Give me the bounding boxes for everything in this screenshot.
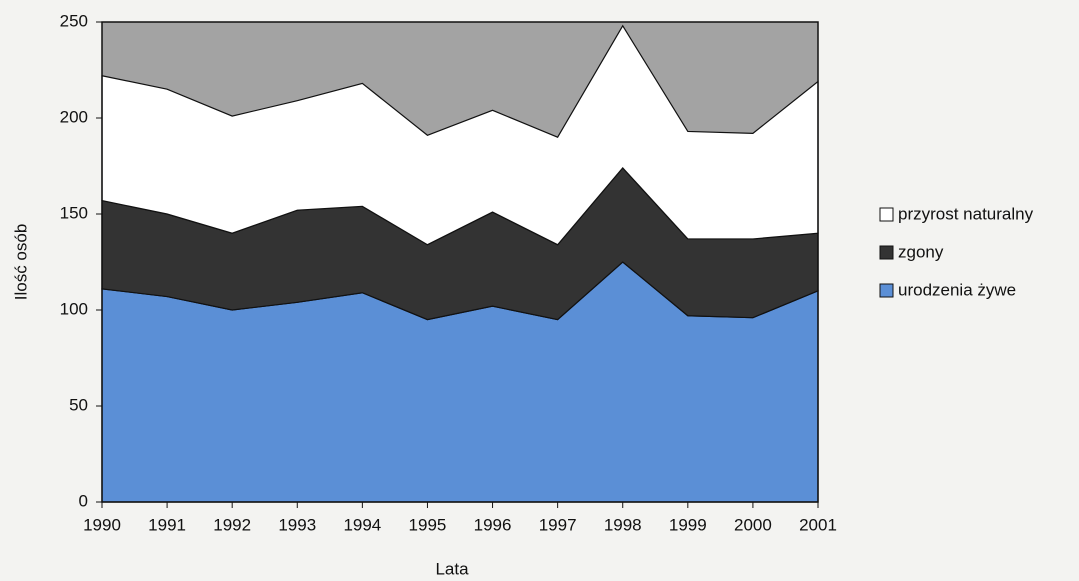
legend-swatch — [879, 245, 894, 260]
y-tick-label: 0 — [79, 491, 88, 510]
x-tick-label: 1993 — [278, 515, 316, 534]
x-tick-label: 1990 — [83, 515, 121, 534]
x-tick-label: 1998 — [604, 515, 642, 534]
x-tick-label: 1994 — [343, 515, 381, 534]
y-tick-label: 150 — [60, 203, 88, 222]
x-tick-label: 1992 — [213, 515, 251, 534]
x-tick-label: 1991 — [148, 515, 186, 534]
y-tick-label: 50 — [69, 395, 88, 414]
x-tick-label: 1996 — [474, 515, 512, 534]
y-tick-label: 100 — [60, 299, 88, 318]
x-tick-label: 1997 — [539, 515, 577, 534]
x-axis-label: Lata — [435, 559, 469, 578]
y-tick-label: 200 — [60, 107, 88, 126]
plot-border — [101, 21, 819, 503]
legend-swatch — [879, 207, 894, 222]
legend-label: urodzenia żywe — [898, 280, 1016, 299]
x-tick-label: 2001 — [799, 515, 837, 534]
y-tick-label: 250 — [60, 11, 88, 30]
y-axis-label: Ilość osób — [11, 224, 30, 301]
legend-swatch — [879, 283, 894, 298]
x-tick-label: 1999 — [669, 515, 707, 534]
legend-label: przyrost naturalny — [898, 204, 1034, 223]
legend-label: zgony — [898, 242, 944, 261]
x-tick-label: 2000 — [734, 515, 772, 534]
x-tick-label: 1995 — [409, 515, 447, 534]
